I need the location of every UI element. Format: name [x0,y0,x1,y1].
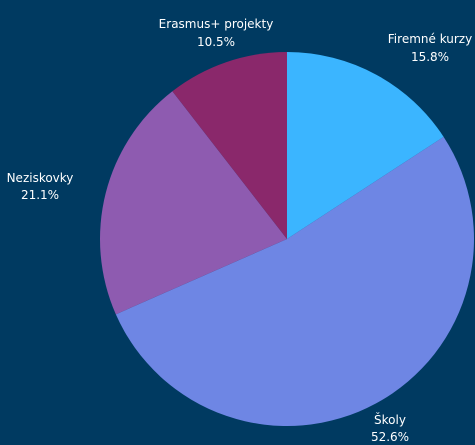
slice-percent-label: 10.5% [197,35,235,49]
pie-slice [100,91,288,315]
pie-slice [115,136,474,426]
slice-label: Firemné kurzy [388,32,472,46]
slice-label: Erasmus+ projekty [159,17,274,31]
slice-label: Školy [374,412,406,427]
slice-percent-label: 15.8% [411,50,449,64]
slice-percent-label: 52.6% [371,430,409,444]
slice-label: Neziskovky [7,171,74,185]
pie-slice [287,52,444,239]
pie-slice [172,52,287,239]
slice-percent-label: 21.1% [21,188,59,202]
